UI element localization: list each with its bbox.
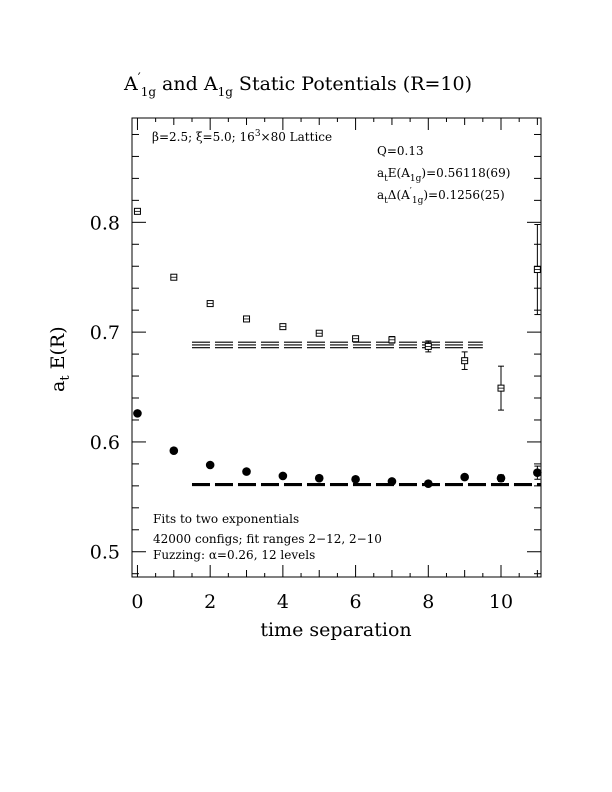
- y-tick-label: 0.6: [90, 432, 120, 454]
- filled-circle-point: [169, 446, 179, 456]
- data-series: [133, 207, 542, 488]
- plot-frame: [131, 117, 542, 578]
- filled-circle-point: [460, 472, 469, 482]
- filled-circle-point: [351, 474, 360, 484]
- note-fits: Fits to two exponentials: [153, 512, 299, 526]
- filled-circle-point: [278, 471, 288, 481]
- filled-circle-point: [314, 473, 324, 483]
- fit-lines: [191, 341, 541, 487]
- y-axis-label: at E(R): [47, 326, 73, 392]
- filled-circle-point: [496, 473, 506, 483]
- filled-circle-point: [242, 467, 251, 476]
- x-tick-label: 8: [422, 591, 434, 613]
- note-configs: 42000 configs; fit ranges 2−12, 2−10: [153, 532, 382, 546]
- x-tick-label: 2: [204, 591, 216, 613]
- filled-circle-point: [133, 409, 142, 418]
- x-tick-label: 4: [277, 591, 289, 613]
- gap-annotation: atΔ(A′1g)=0.1256(25): [377, 187, 505, 206]
- filled-circle-point: [387, 477, 397, 486]
- energy-annotation: atE(A1g)=0.56118(69): [377, 166, 510, 184]
- x-tick-label: 10: [489, 591, 513, 613]
- lattice-annotation: β=2.5; ξ=5.0; 163×80 Lattice: [152, 129, 332, 144]
- axis-ticks: 0 2 4 6 8 10 0.5 0.6 0.7 0.8: [90, 118, 541, 613]
- y-tick-label: 0.7: [90, 322, 120, 344]
- x-axis-label: time separation: [260, 619, 411, 641]
- y-tick-label: 0.8: [90, 212, 120, 234]
- x-tick-label: 0: [131, 591, 143, 613]
- note-fuzzing: Fuzzing: α=0.26, 12 levels: [153, 548, 315, 562]
- x-tick-label: 6: [350, 591, 362, 613]
- filled-circle-point: [205, 460, 215, 470]
- filled-circle-point: [533, 468, 542, 477]
- q-annotation: Q=0.13: [377, 144, 424, 158]
- y-tick-label: 0.5: [90, 542, 120, 564]
- filled-circle-point: [423, 479, 433, 488]
- chart-title: A′1g and A1g Static Potentials (R=10): [123, 71, 472, 99]
